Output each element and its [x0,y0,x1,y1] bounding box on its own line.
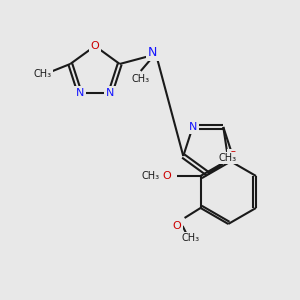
Text: CH₃: CH₃ [142,171,160,181]
Text: CH₃: CH₃ [132,74,150,84]
Text: O: O [91,41,99,51]
Text: N: N [148,46,158,59]
Text: N: N [188,122,197,132]
Text: N: N [76,88,84,98]
Text: CH₃: CH₃ [219,153,237,163]
Text: CH₃: CH₃ [182,233,200,243]
Text: O: O [228,151,237,161]
Text: O: O [172,221,181,231]
Text: CH₃: CH₃ [33,69,51,79]
Text: O: O [162,171,171,181]
Text: N: N [106,88,115,98]
